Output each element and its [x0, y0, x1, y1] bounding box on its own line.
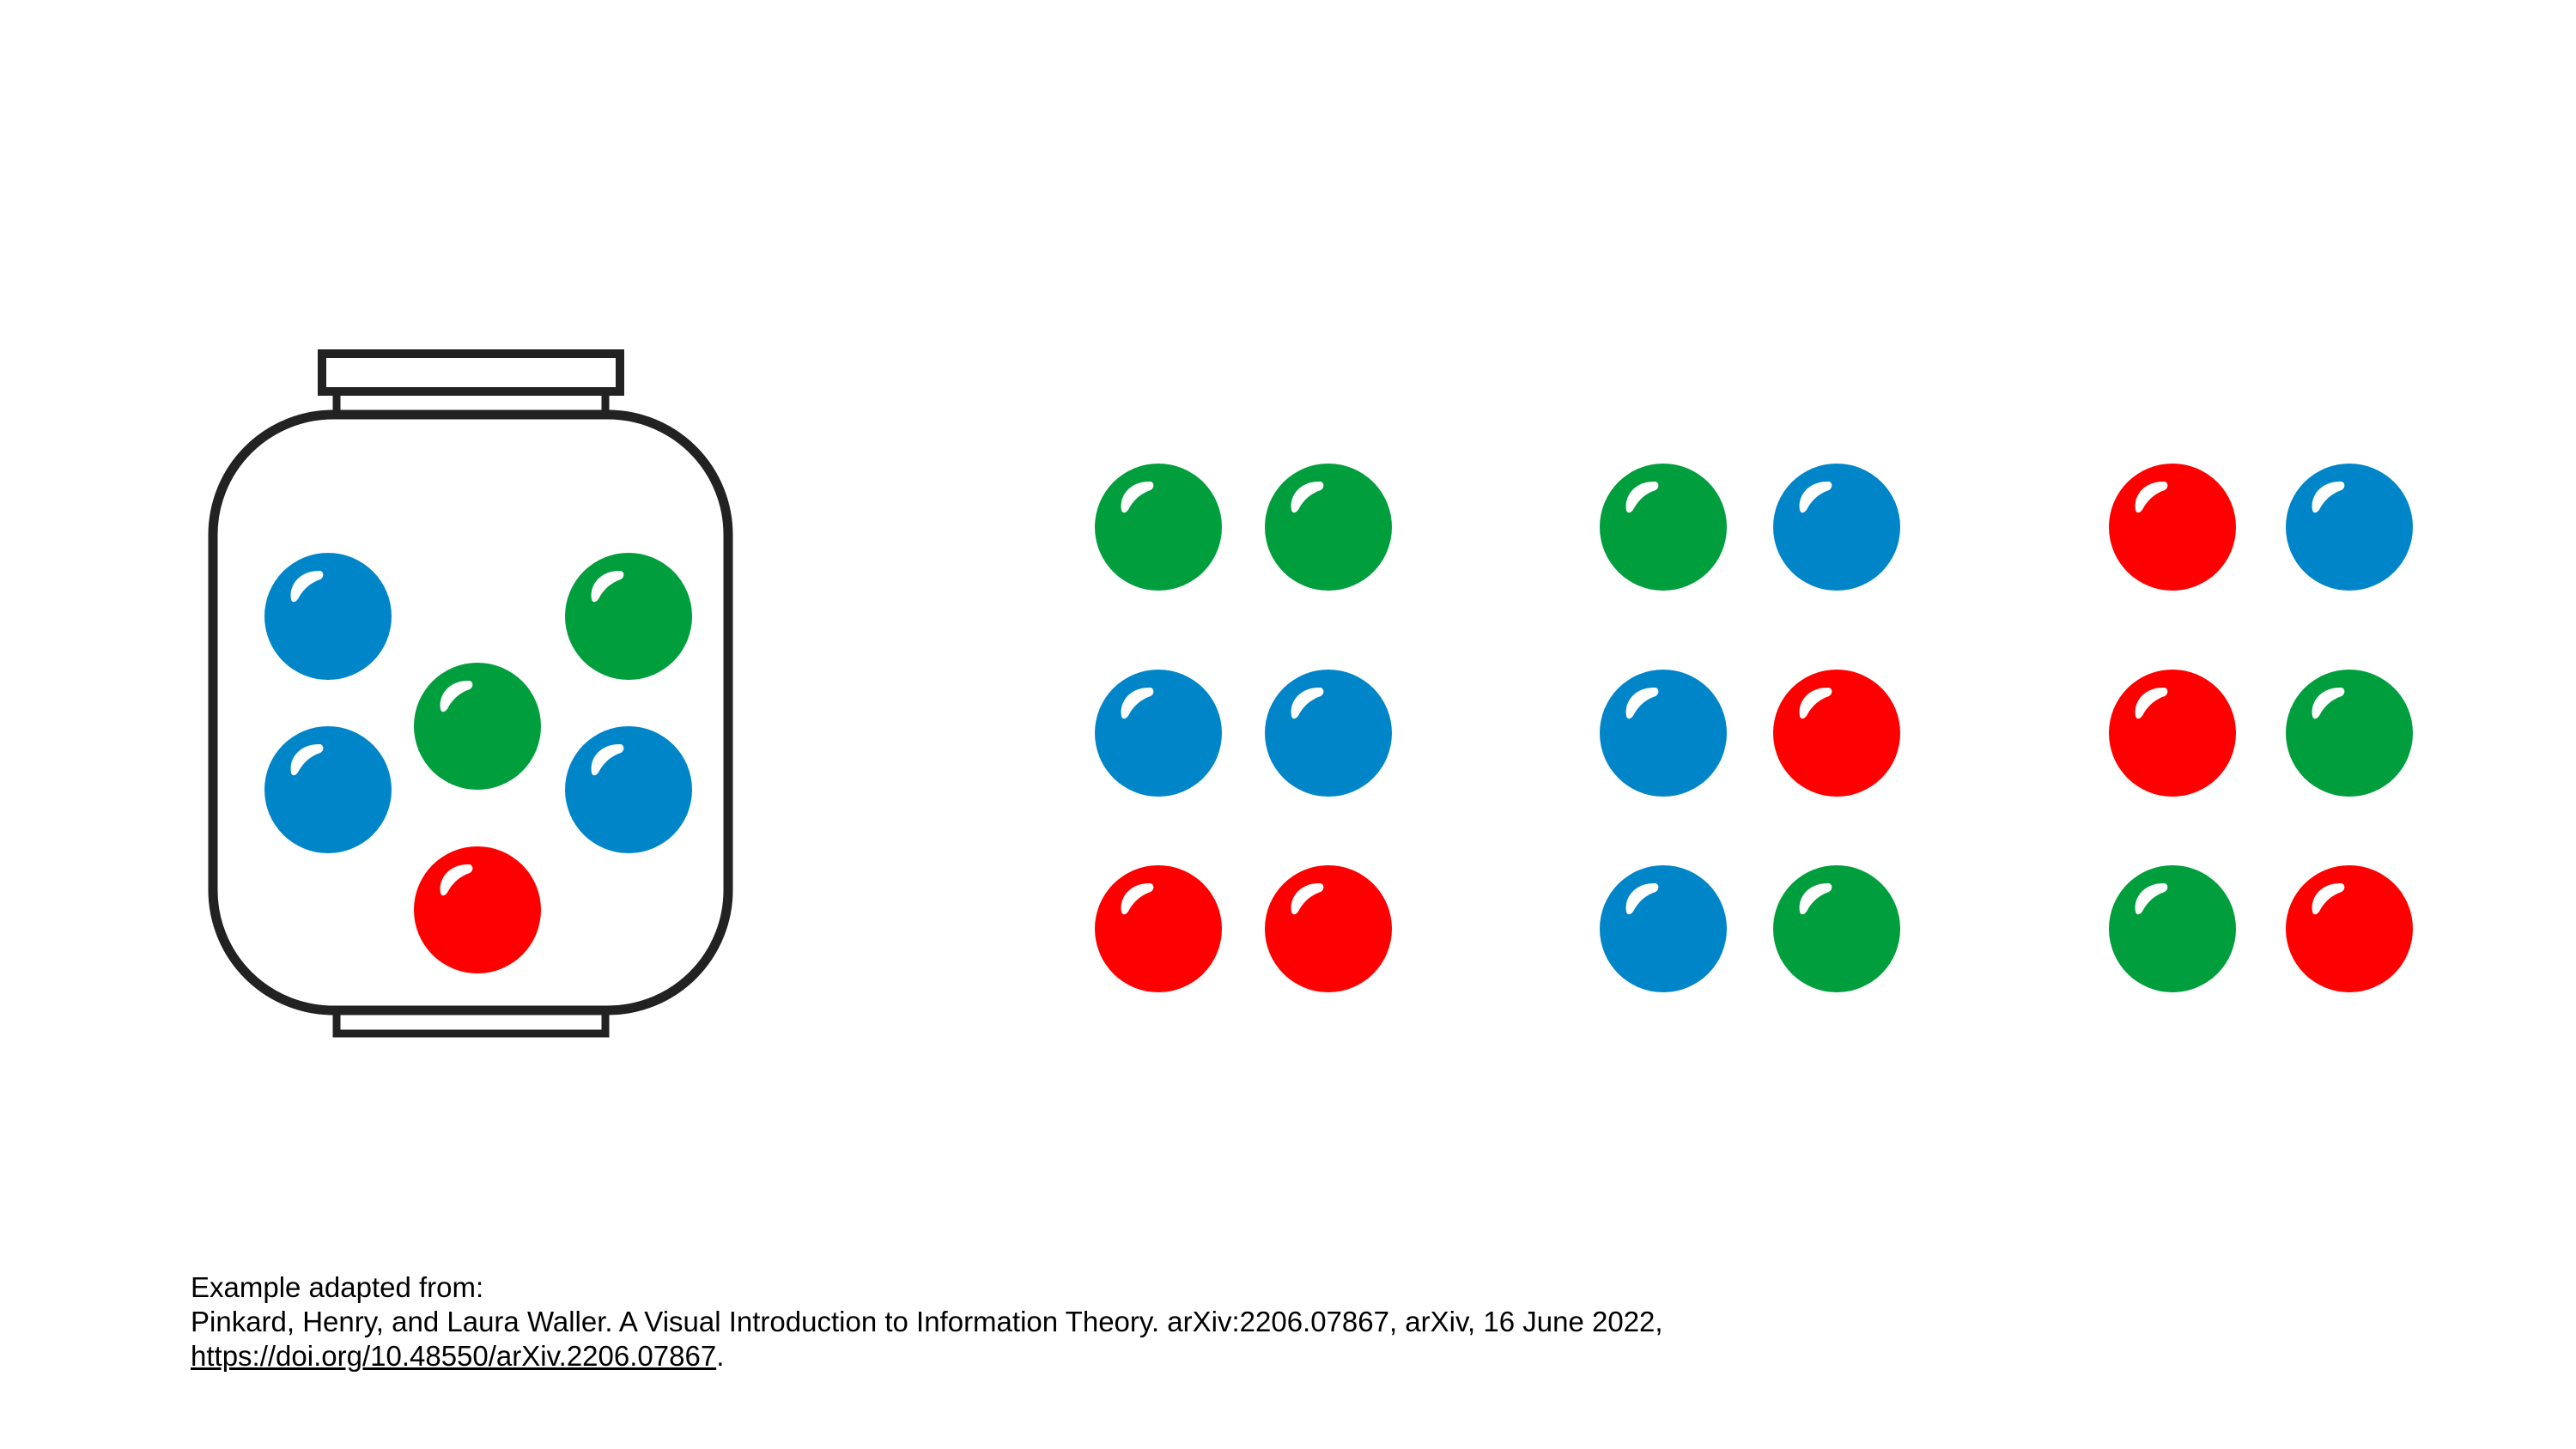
marble-highlight [2135, 481, 2168, 513]
caption-link-line: https://doi.org/10.48550/arXiv.2206.0786… [191, 1339, 2423, 1373]
marble-highlight [1121, 882, 1154, 915]
doi-link[interactable]: https://doi.org/10.48550/arXiv.2206.0786… [191, 1340, 717, 1372]
blue-marble-body [1773, 464, 1900, 591]
green-marble-body [1095, 464, 1222, 591]
group-marble-blue [1600, 670, 1727, 797]
marble-group-2 [1600, 464, 1900, 992]
group-marble-red [1095, 865, 1222, 992]
marble-highlight [1291, 882, 1324, 915]
blue-marble-body [1600, 670, 1727, 797]
blue-marble-body [264, 553, 392, 680]
marble-highlight [1291, 481, 1324, 513]
green-marble-body [2286, 670, 2413, 797]
marble-highlight [2135, 687, 2168, 719]
blue-marble-body [565, 726, 692, 853]
marble-highlight [1799, 687, 1832, 719]
jar-marble-green [565, 553, 692, 680]
marble-highlight [1121, 481, 1154, 513]
jar-marble-green [414, 663, 541, 790]
group-marble-blue [1600, 865, 1727, 992]
jar-base [332, 1006, 610, 1038]
marble-group-3 [2109, 464, 2413, 992]
marble-highlight [2135, 882, 2168, 915]
jar-marble-red [414, 846, 541, 973]
group-marble-red [2109, 464, 2236, 591]
green-marble-body [1265, 464, 1392, 591]
red-marble-body [2286, 865, 2413, 992]
jar-lid [318, 349, 624, 396]
blue-marble-body [1265, 670, 1392, 797]
red-marble-body [414, 846, 541, 973]
marble-highlight [1625, 481, 1659, 513]
group-marble-red [2109, 670, 2236, 797]
green-marble-body [2109, 865, 2236, 992]
green-marble-body [414, 663, 541, 790]
green-marble-body [1773, 865, 1900, 992]
jar-marble-blue [264, 726, 392, 853]
marble-highlight [290, 570, 324, 603]
marble-highlight [440, 680, 473, 712]
marble-highlight [2312, 481, 2345, 513]
red-marble-body [1095, 865, 1222, 992]
group-marble-red [1773, 670, 1900, 797]
group-marble-green [2109, 865, 2236, 992]
marble-highlight [1625, 687, 1659, 719]
blue-marble-body [264, 726, 392, 853]
marble-group-1 [1095, 464, 1392, 992]
marble-highlight [290, 743, 324, 776]
jar-marble-blue [565, 726, 692, 853]
jar-marble-blue [264, 553, 392, 680]
blue-marble-body [1600, 865, 1727, 992]
marble-highlight [1799, 882, 1832, 915]
group-marble-blue [1265, 670, 1392, 797]
marble-highlight [1121, 687, 1154, 719]
group-marble-green [1600, 464, 1727, 591]
blue-marble-body [2286, 464, 2413, 591]
group-marble-green [1773, 865, 1900, 992]
red-marble-body [1265, 865, 1392, 992]
group-marble-red [1265, 865, 1392, 992]
green-marble-body [1600, 464, 1727, 591]
marble-highlight [1291, 687, 1324, 719]
marble-highlight [1799, 481, 1832, 513]
jar-marbles [264, 553, 692, 973]
blue-marble-body [1095, 670, 1222, 797]
marble-groups [1095, 464, 2413, 992]
caption-period: . [716, 1340, 725, 1372]
group-marble-blue [1095, 670, 1222, 797]
marble-highlight [2312, 687, 2345, 719]
marble-highlight [2312, 882, 2345, 915]
red-marble-body [1773, 670, 1900, 797]
group-marble-blue [1773, 464, 1900, 591]
red-marble-body [2109, 464, 2236, 591]
group-marble-green [2286, 670, 2413, 797]
marble-highlight [591, 743, 624, 776]
group-marble-green [1265, 464, 1392, 591]
green-marble-body [565, 553, 692, 680]
marble-highlight [591, 570, 624, 603]
marble-highlight [440, 864, 473, 896]
citation-caption: Example adapted from: Pinkard, Henry, an… [191, 1270, 2423, 1373]
caption-intro: Example adapted from: [191, 1271, 484, 1303]
red-marble-body [2109, 670, 2236, 797]
caption-reference: Pinkard, Henry, and Laura Waller. A Visu… [191, 1306, 1663, 1337]
group-marble-green [1095, 464, 1222, 591]
group-marble-red [2286, 865, 2413, 992]
marble-highlight [1625, 882, 1659, 915]
group-marble-blue [2286, 464, 2413, 591]
